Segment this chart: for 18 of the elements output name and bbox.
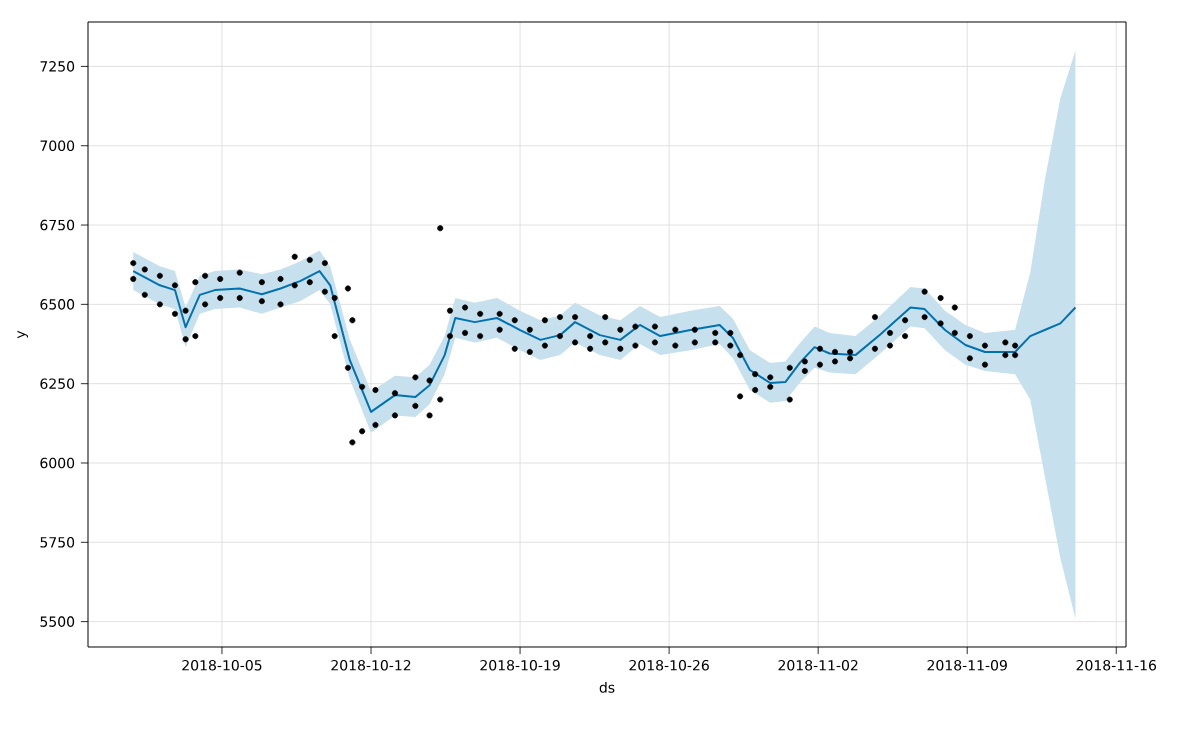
x-axis-title: ds — [599, 681, 615, 693]
y-tick-label: 7250 — [40, 61, 75, 72]
x-tick-label: 2018-10-12 — [331, 659, 411, 671]
x-tick-label: 2018-10-19 — [480, 659, 560, 671]
line-series — [132, 270, 1077, 413]
x-tick-label: 2018-10-26 — [629, 659, 709, 671]
y-tick-label: 6250 — [40, 378, 75, 389]
y-tick-label: 6750 — [40, 219, 75, 231]
x-tick-label: 2018-11-16 — [1076, 659, 1157, 671]
x-tick-label: 2018-11-02 — [778, 659, 858, 671]
y-tick-label: 7000 — [40, 140, 75, 152]
y-tick-label: 6000 — [40, 457, 75, 469]
x-tick-label: 2018-10-05 — [182, 659, 262, 671]
y-tick-label: 6500 — [40, 299, 75, 310]
y-tick-label: 5500 — [40, 616, 75, 627]
x-tick-label: 2018-11-09 — [927, 659, 1007, 671]
y-axis-title: y — [17, 330, 29, 339]
y-tick-label: 5750 — [40, 537, 75, 548]
